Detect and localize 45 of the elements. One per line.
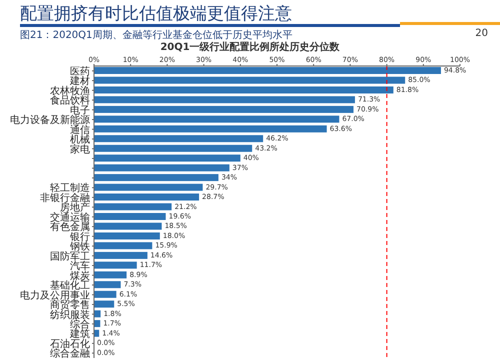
- text: 20: [475, 28, 488, 39]
- y-tick-label: 钢铁: [69, 240, 90, 253]
- bar: [94, 262, 137, 269]
- y-tick-label: 交通运输: [50, 211, 90, 224]
- bar: [94, 290, 116, 298]
- bar: [94, 174, 218, 182]
- bar: [94, 164, 230, 172]
- bar: [94, 242, 152, 250]
- bar: [94, 300, 114, 308]
- bar: [94, 135, 264, 142]
- y-tick-label: 综合金融: [50, 348, 90, 360]
- x-axis-title: 20Q1一级行业配置比例所处历史分位数: [159, 40, 341, 54]
- y-tick-label: 煤炭: [70, 270, 90, 282]
- y-tick-label: 综合: [70, 318, 90, 330]
- bar: [94, 125, 327, 132]
- bar: [94, 222, 162, 230]
- bar: [94, 154, 240, 162]
- y-tick-label: 银行: [69, 232, 90, 243]
- bar: [94, 213, 166, 220]
- y-tick-label: 建筑: [69, 328, 90, 340]
- bar: [94, 184, 203, 191]
- bar: [94, 310, 101, 318]
- bar: [94, 203, 172, 210]
- y-tick-label: 家电: [70, 143, 90, 156]
- chart-title: 配置拥挤有时比估值极端更值得注意: [20, 3, 292, 25]
- bar: [94, 252, 148, 259]
- bar: [94, 96, 355, 104]
- y-tick-label: 电力及公用事业: [20, 289, 90, 302]
- bar: [94, 76, 406, 84]
- chart-subtitle: 图21：2020Q1周期、金融等行业基金仓位低于历史平均水平: [20, 28, 292, 42]
- y-tick-label: 电子: [70, 104, 90, 116]
- bar: [94, 144, 252, 152]
- bar: [94, 116, 340, 123]
- bar: [94, 281, 121, 288]
- y-tick-label: 轻工制造: [50, 182, 90, 194]
- y-tick-label: 纺织服装: [50, 308, 90, 321]
- y-tick-label: 石油石化: [50, 338, 90, 350]
- bar: [94, 106, 354, 113]
- bar: [94, 271, 127, 278]
- bar: [94, 86, 394, 94]
- y-tick-label: 有色金属: [50, 221, 90, 234]
- y-tick-label: 建材: [69, 75, 90, 88]
- bar: [94, 67, 441, 74]
- bar: [94, 232, 160, 240]
- bar: [94, 194, 200, 201]
